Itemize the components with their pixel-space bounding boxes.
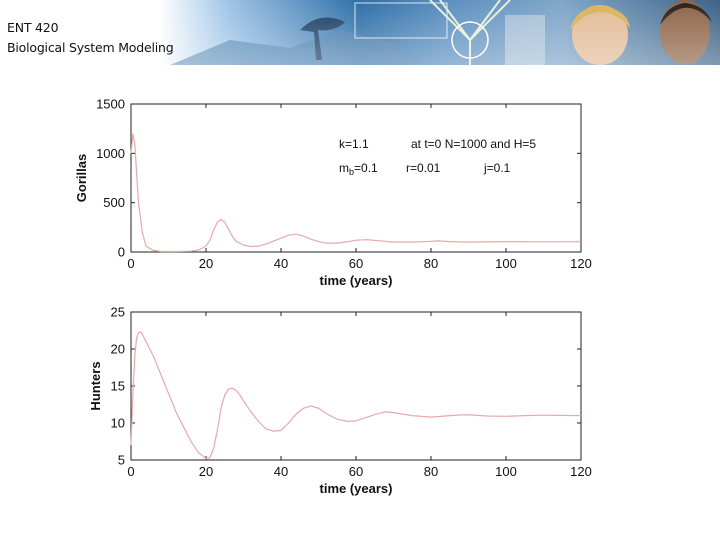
parameter-annotation: k=1.1	[339, 137, 369, 151]
y-tick-label: 25	[111, 305, 125, 320]
course-title-block: ENT 420 Biological System Modeling	[7, 18, 174, 58]
hunters-chart: 0 20 40 60 80 100 120 5 10 15 20 25 time (years) Hunt…	[88, 305, 592, 497]
x-tick-label: 120	[570, 256, 592, 271]
x-tick-label: 40	[274, 464, 288, 479]
y-tick-label: 5	[118, 453, 125, 468]
plot-frame	[130, 311, 582, 461]
x-tick-label: 100	[495, 464, 517, 479]
course-code: ENT 420	[7, 20, 59, 35]
y-tick-label: 1000	[96, 146, 125, 161]
x-tick-label: 40	[274, 256, 288, 271]
parameter-annotation: at t=0 N=1000 and H=5	[411, 137, 536, 151]
y-tick-label: 15	[111, 379, 125, 394]
y-tick-label: 500	[103, 195, 125, 210]
y-tick-label: 20	[111, 342, 125, 357]
x-axis-label: time (years)	[320, 273, 393, 288]
x-tick-label: 20	[199, 464, 213, 479]
series-line-0	[130, 331, 582, 460]
y-axis-label: Hunters	[88, 361, 103, 410]
y-tick-label: 1500	[96, 97, 125, 112]
parameter-annotation: mb=0.1	[339, 161, 378, 177]
y-tick-label: 0	[118, 245, 125, 260]
gorillas-chart: 0 20 40 60 80 100 120 0 500 1000 1500 time (years) G…	[74, 97, 592, 289]
x-tick-label: 80	[424, 256, 438, 271]
x-tick-label: 100	[495, 256, 517, 271]
x-tick-label: 60	[349, 464, 363, 479]
parameter-annotation: r=0.01	[406, 161, 441, 175]
plot-frame	[130, 103, 582, 253]
x-tick-label: 20	[199, 256, 213, 271]
x-tick-label: 80	[424, 464, 438, 479]
header-banner	[0, 0, 720, 65]
series-line-0	[130, 133, 582, 253]
parameter-annotation: j=0.1	[483, 161, 511, 175]
course-name: Biological System Modeling	[7, 40, 174, 55]
x-tick-label: 120	[570, 464, 592, 479]
x-tick-label: 0	[127, 464, 134, 479]
banner-fade	[0, 0, 720, 65]
x-axis-label: time (years)	[320, 481, 393, 496]
x-tick-label: 0	[127, 256, 134, 271]
y-tick-label: 10	[111, 416, 125, 431]
x-tick-label: 60	[349, 256, 363, 271]
y-axis-label: Gorillas	[74, 154, 89, 202]
